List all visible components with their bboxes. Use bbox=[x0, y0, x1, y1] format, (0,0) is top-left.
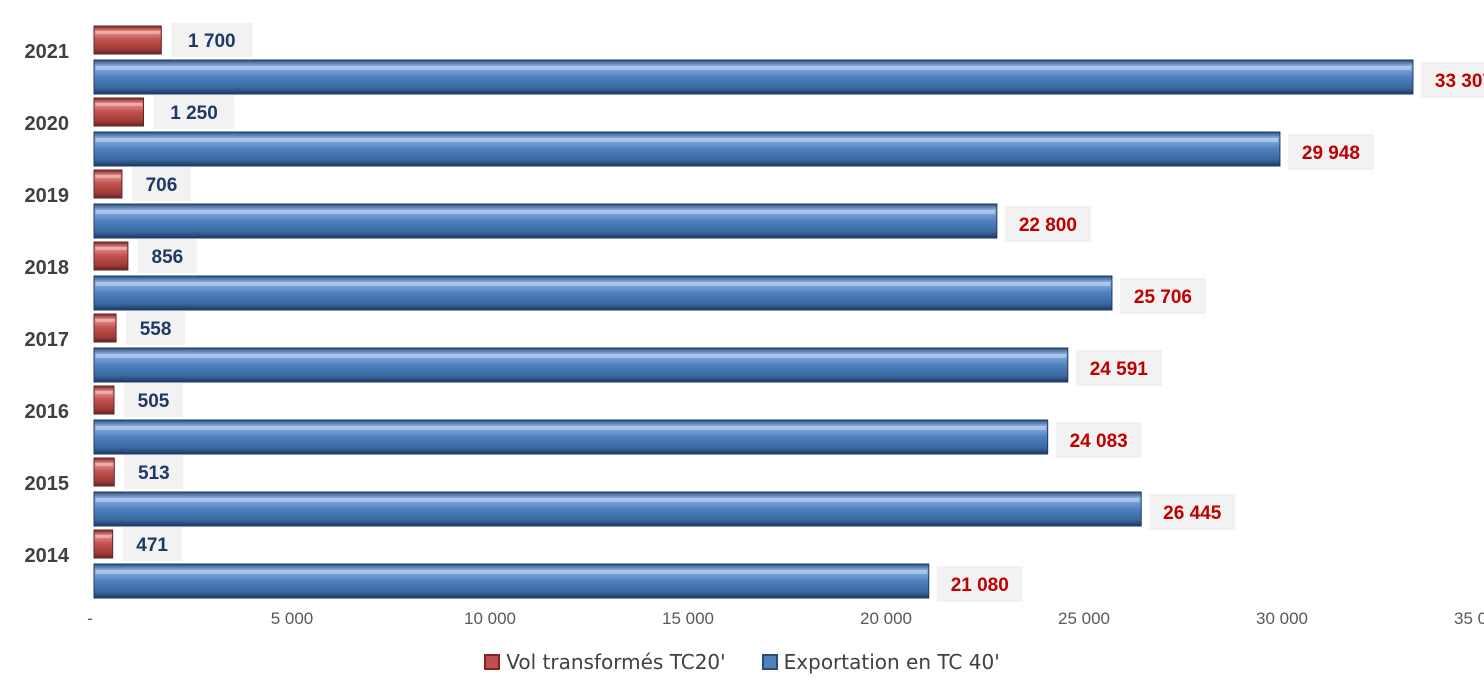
data-label-series-2: 26 445 bbox=[1163, 503, 1222, 524]
y-tick-label: 2018 bbox=[25, 257, 70, 279]
bar-highlight bbox=[95, 247, 127, 250]
x-tick-label: 30 000 bbox=[1256, 609, 1308, 628]
x-axis: - 5 000 10 000 15 000 20 000 25 000 30 000 35 0… bbox=[87, 609, 1484, 628]
data-label-series-1: 505 bbox=[138, 391, 170, 412]
data-label-box bbox=[123, 383, 183, 417]
x-tick-label: 20 000 bbox=[860, 609, 912, 628]
data-label-box bbox=[137, 239, 197, 273]
bars bbox=[93, 25, 1414, 599]
bar-series-2 bbox=[93, 203, 998, 239]
bar-highlight bbox=[96, 570, 927, 574]
bar-highlight bbox=[96, 498, 1140, 502]
data-label-series-1: 1 250 bbox=[170, 103, 218, 124]
x-tick-label: 25 000 bbox=[1058, 609, 1110, 628]
bar-highlight bbox=[96, 354, 1066, 358]
data-label-series-2: 33 307 bbox=[1435, 71, 1484, 92]
data-label-box bbox=[131, 167, 191, 201]
bar-series-1 bbox=[93, 97, 144, 127]
bar-highlight bbox=[95, 319, 115, 322]
data-label-series-2: 24 591 bbox=[1090, 359, 1149, 380]
bar-series-2 bbox=[93, 131, 1281, 167]
bar-highlight bbox=[95, 535, 112, 538]
bar-series-2 bbox=[93, 563, 930, 599]
x-tick-label: 10 000 bbox=[464, 609, 516, 628]
bar-highlight bbox=[96, 282, 1110, 286]
data-label-series-1: 1 700 bbox=[188, 31, 236, 52]
x-tick-label: 15 000 bbox=[662, 609, 714, 628]
bar-highlight bbox=[95, 463, 113, 466]
data-label-box bbox=[1119, 278, 1206, 314]
data-label-series-1: 558 bbox=[140, 319, 172, 340]
y-axis: 2014 2015 2016 2017 2018 2019 2020 2021 bbox=[25, 41, 70, 567]
data-label-box bbox=[936, 566, 1023, 602]
data-label-box bbox=[1420, 62, 1484, 98]
legend-swatch-series-2 bbox=[761, 654, 778, 670]
data-label-box bbox=[1075, 350, 1162, 386]
data-label-series-2: 24 083 bbox=[1070, 431, 1128, 452]
data-label-series-2: 29 948 bbox=[1302, 143, 1360, 164]
bar-series-2 bbox=[93, 491, 1142, 527]
legend-label-series-2: Exportation en TC 40' bbox=[783, 650, 1000, 674]
y-tick-label: 2019 bbox=[25, 185, 70, 207]
y-tick-label: 2014 bbox=[25, 545, 70, 567]
data-label-series-1: 856 bbox=[152, 247, 184, 268]
data-label-series-1: 513 bbox=[138, 463, 170, 484]
y-tick-label: 2015 bbox=[25, 473, 70, 495]
legend-item-series-2: Exportation en TC 40' bbox=[761, 650, 1000, 674]
bar-highlight bbox=[96, 210, 995, 214]
legend-swatch-series-1 bbox=[484, 654, 501, 670]
bar-series-1 bbox=[93, 25, 162, 55]
bar-highlight bbox=[96, 138, 1278, 142]
bar-series-1 bbox=[93, 241, 129, 271]
bar-series-1 bbox=[93, 529, 114, 559]
data-label-series-2: 21 080 bbox=[951, 575, 1009, 596]
bar-highlight bbox=[96, 426, 1046, 430]
data-label-box bbox=[153, 95, 235, 129]
bar-series-1 bbox=[93, 169, 123, 199]
bar-series-2 bbox=[93, 347, 1069, 383]
bar-highlight bbox=[95, 103, 142, 106]
data-label-box bbox=[1287, 134, 1374, 170]
y-tick-label: 2020 bbox=[25, 113, 70, 135]
legend: Vol transformés TC20' Exportation en TC … bbox=[0, 644, 1484, 680]
y-tick-label: 2017 bbox=[25, 329, 70, 351]
bar-series-1 bbox=[93, 313, 117, 343]
data-label-series-1: 471 bbox=[136, 535, 168, 556]
data-label-series-2: 25 706 bbox=[1134, 287, 1192, 308]
bar-series-1 bbox=[93, 385, 115, 415]
data-label-box bbox=[1149, 494, 1236, 530]
data-labels: 471 21 080 513 26 445 505 24 083 558 24 591 856 2… bbox=[122, 23, 1484, 602]
data-label-box bbox=[171, 23, 253, 57]
x-tick-label: 5 000 bbox=[271, 609, 314, 628]
data-label-box bbox=[126, 311, 186, 345]
data-label-box bbox=[1055, 422, 1142, 458]
bar-series-1 bbox=[93, 457, 115, 487]
x-tick-label: 35 000 bbox=[1454, 609, 1484, 628]
bar-highlight bbox=[95, 175, 121, 178]
bar-series-2 bbox=[93, 59, 1414, 95]
bar-highlight bbox=[95, 31, 160, 34]
bar-series-2 bbox=[93, 419, 1049, 455]
y-tick-label: 2021 bbox=[25, 41, 70, 63]
data-label-series-1: 706 bbox=[146, 175, 178, 196]
data-label-box bbox=[1004, 206, 1091, 242]
bar-series-2 bbox=[93, 275, 1113, 311]
bar-highlight bbox=[95, 391, 113, 394]
data-label-box bbox=[124, 455, 184, 489]
data-label-series-2: 22 800 bbox=[1019, 215, 1077, 236]
x-tick-label: - bbox=[87, 609, 93, 628]
legend-item-series-1: Vol transformés TC20' bbox=[484, 650, 726, 674]
y-tick-label: 2016 bbox=[25, 401, 70, 423]
data-label-box bbox=[122, 527, 182, 561]
bar-highlight bbox=[96, 66, 1411, 70]
legend-label-series-1: Vol transformés TC20' bbox=[506, 650, 726, 674]
